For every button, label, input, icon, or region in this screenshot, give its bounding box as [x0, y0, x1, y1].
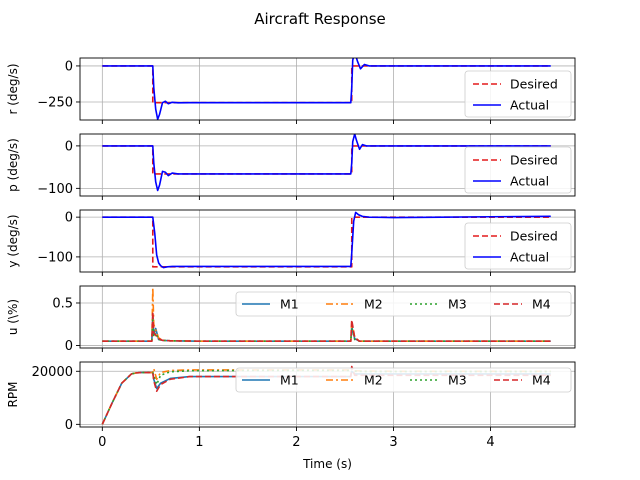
- x-tick-label: 4: [486, 435, 494, 450]
- series-line-actual: [102, 134, 551, 192]
- legend: M1 M2 M3 M4: [235, 367, 572, 393]
- y-tick-label: −100: [37, 182, 73, 197]
- legend: M1 M2 M3 M4: [235, 291, 572, 317]
- series-group: [102, 58, 551, 120]
- y-tick-label: 0: [65, 418, 73, 433]
- axes-frame: [79, 209, 576, 273]
- series-line-actual: [102, 211, 551, 269]
- panels-container: 0 −250 r (deg/s) Desired Actual 0 −100 p (deg/s…: [6, 57, 576, 471]
- legend: Desired Actual: [464, 70, 572, 118]
- legend-label: M3: [448, 373, 467, 388]
- legend-label: Desired: [510, 153, 558, 168]
- series-line-actual: [102, 58, 551, 120]
- axes-frame: [79, 361, 576, 428]
- legend-label: M2: [364, 297, 383, 312]
- figure-title: Aircraft Response: [254, 10, 386, 28]
- legend-box: [235, 367, 572, 393]
- legend-label: Actual: [510, 174, 549, 189]
- series-group: [102, 211, 551, 269]
- y-tick-label: 0: [65, 59, 73, 74]
- legend-label: M2: [364, 373, 383, 388]
- axes-frame: [79, 285, 576, 349]
- legend-label: M1: [280, 373, 299, 388]
- series-group: [102, 286, 551, 343]
- y-axis-label: r (deg/s): [6, 63, 20, 114]
- y-tick-label: 0: [65, 211, 73, 226]
- panel-4: 0 0.5 u (\%) M1 M2 M3 M4: [6, 285, 576, 354]
- x-tick-label: 0: [98, 435, 106, 450]
- y-tick-label: −250: [37, 95, 73, 110]
- series-group: [102, 134, 551, 192]
- x-tick-label: 2: [292, 435, 300, 450]
- y-axis-label: u (\%): [6, 299, 20, 335]
- legend-label: M4: [532, 297, 551, 312]
- legend-box: [235, 291, 572, 317]
- x-axis-label: Time (s): [302, 457, 352, 471]
- legend: Desired Actual: [464, 222, 572, 270]
- panel-2: 0 −100 p (deg/s) Desired Actual: [6, 133, 576, 200]
- legend-label: M4: [532, 373, 551, 388]
- legend-label: M3: [448, 297, 467, 312]
- panel-3: 0 −100 y (deg/s) Desired Actual: [6, 209, 576, 276]
- legend-label: Actual: [510, 250, 549, 265]
- x-tick-label: 1: [195, 435, 203, 450]
- y-axis-label: p (deg/s): [6, 138, 20, 192]
- y-axis-label: RPM: [6, 382, 20, 408]
- x-tick-label: 3: [389, 435, 397, 450]
- series-line-m4: [102, 310, 551, 343]
- y-axis-label: y (deg/s): [6, 214, 20, 267]
- y-tick-label: −100: [37, 250, 73, 265]
- axes-frame: [79, 133, 576, 197]
- legend: Desired Actual: [464, 146, 572, 194]
- legend-label: M1: [280, 297, 299, 312]
- axes-frame: [79, 57, 576, 121]
- legend-label: Desired: [510, 229, 558, 244]
- y-tick-label: 0: [65, 139, 73, 154]
- y-tick-label: 0: [65, 339, 73, 354]
- panel-1: 0 −250 r (deg/s) Desired Actual: [6, 57, 576, 124]
- y-tick-label: 0.5: [52, 296, 73, 311]
- y-tick-label: 20000: [32, 365, 73, 380]
- legend-label: Actual: [510, 98, 549, 113]
- legend-label: Desired: [510, 77, 558, 92]
- panel-5: 0 20000 0 1 2 3 4 RPM Time (s) M1 M2 M3 M4: [6, 361, 576, 471]
